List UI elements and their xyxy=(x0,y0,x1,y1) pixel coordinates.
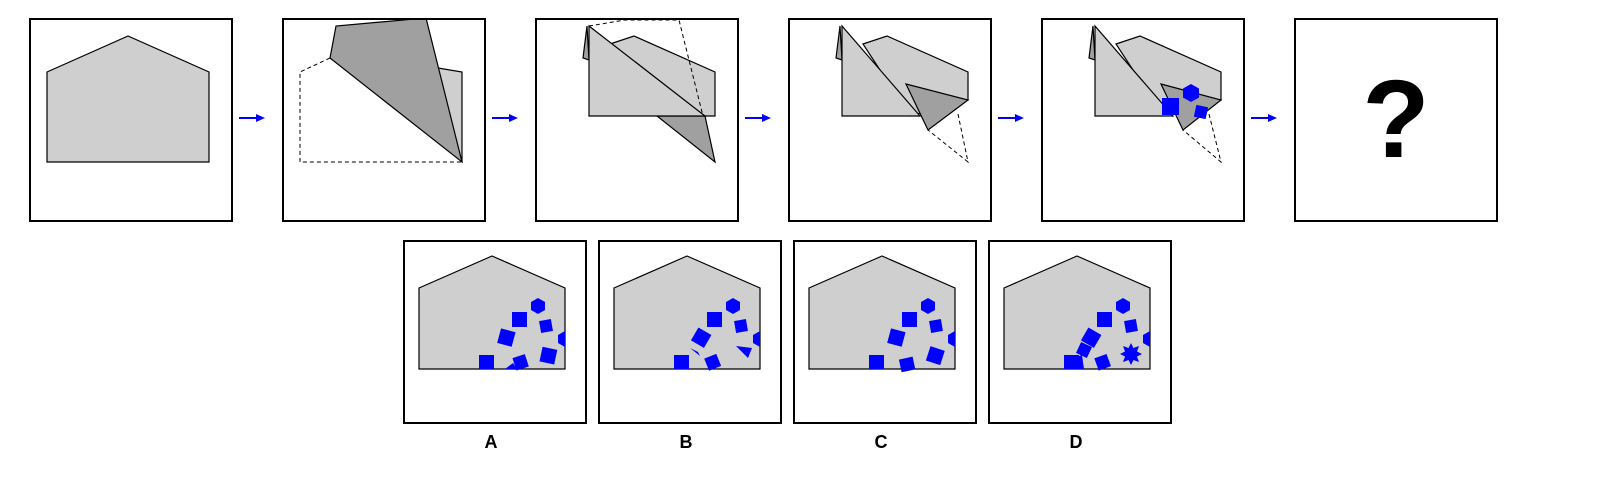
folded-flap xyxy=(588,24,707,117)
triangle-hole-clipped xyxy=(505,363,517,369)
hexagon-hole xyxy=(531,298,545,314)
step-2-panel xyxy=(282,18,486,222)
option-b-panel[interactable] xyxy=(598,240,782,424)
arrow-right-icon xyxy=(998,114,1024,122)
folded-corner xyxy=(904,83,970,131)
option-a-label: A xyxy=(484,432,498,452)
square-hole xyxy=(674,355,689,369)
hexagon-hole xyxy=(726,298,740,314)
square-hole xyxy=(479,355,494,369)
answer-placeholder-panel: ? xyxy=(1294,18,1498,222)
folded-flap xyxy=(329,20,464,164)
square-hole xyxy=(1064,355,1079,369)
question-mark: ? xyxy=(1362,58,1430,181)
step-3-panel xyxy=(535,18,739,222)
square-hole xyxy=(1094,353,1111,371)
square-hole xyxy=(539,346,558,365)
paper-dark-layer xyxy=(655,115,716,164)
square-hole xyxy=(869,355,884,369)
option-d-label: D xyxy=(1069,432,1083,452)
option-d-figure xyxy=(1003,255,1151,371)
square-hole xyxy=(1080,327,1102,348)
option-a-figure xyxy=(418,255,566,371)
unfolded-paper xyxy=(808,255,956,370)
star-hole xyxy=(1120,343,1142,365)
step-5-figure xyxy=(1088,24,1223,164)
folded-flap xyxy=(841,24,922,117)
triangle-hole xyxy=(690,348,700,356)
holes-pattern xyxy=(869,298,955,373)
option-c-figure xyxy=(808,255,956,373)
arrow-right-icon xyxy=(492,114,518,122)
triangle-hole xyxy=(736,346,752,358)
step-4-panel xyxy=(788,18,992,222)
square-hole xyxy=(925,346,945,366)
punched-small-square-hole xyxy=(1193,104,1209,120)
option-d-panel[interactable] xyxy=(988,240,1172,424)
arrow-right-icon xyxy=(745,114,771,122)
step-1-panel xyxy=(29,18,233,222)
paper-sheet xyxy=(46,35,210,163)
square-hole xyxy=(690,327,712,348)
previous-outline-dashed xyxy=(1182,113,1222,164)
arrow-right-icon xyxy=(239,114,265,122)
hexagon-hole-clipped xyxy=(753,331,760,347)
step-1-figure xyxy=(46,35,210,163)
square-hole xyxy=(929,319,943,333)
step-5-panel xyxy=(1041,18,1245,222)
unfolded-paper xyxy=(418,255,566,370)
square-hole xyxy=(1124,319,1138,333)
punched-square-hole xyxy=(1162,98,1179,115)
square-hole xyxy=(497,328,516,347)
step-2-figure xyxy=(299,20,464,164)
folded-flap-top xyxy=(1088,25,1096,61)
holes-pattern xyxy=(479,298,565,371)
step-3-figure xyxy=(582,20,716,164)
original-outline-dashed xyxy=(299,57,462,163)
option-c-panel[interactable] xyxy=(793,240,977,424)
previous-outline-dashed xyxy=(927,113,969,164)
square-hole xyxy=(704,353,722,371)
square-hole xyxy=(512,354,529,371)
unfolded-paper xyxy=(1003,255,1151,370)
hexagon-hole-clipped xyxy=(1143,331,1150,347)
holes-pattern xyxy=(674,298,760,371)
folded-flap xyxy=(1094,24,1175,117)
square-hole xyxy=(512,312,527,327)
square-hole-clipped xyxy=(1076,355,1084,369)
square-hole xyxy=(539,319,553,333)
hexagon-hole xyxy=(1116,298,1130,314)
hexagon-hole-clipped xyxy=(558,331,565,347)
square-hole xyxy=(902,312,917,327)
option-c-label: C xyxy=(874,432,888,452)
arrow-right-icon xyxy=(1251,114,1277,122)
folded-flap-top xyxy=(835,25,843,61)
folded-flap-top xyxy=(582,25,590,61)
unfolded-paper xyxy=(613,255,761,370)
square-hole xyxy=(887,328,906,347)
square-hole xyxy=(1076,342,1092,358)
punched-hexagon-hole xyxy=(1183,84,1199,102)
square-hole xyxy=(1097,312,1112,327)
hexagon-hole xyxy=(921,298,935,314)
option-a-panel[interactable] xyxy=(403,240,587,424)
option-b-figure xyxy=(613,255,761,371)
hexagon-hole-clipped xyxy=(948,331,955,347)
square-hole xyxy=(707,312,722,327)
step-4-figure xyxy=(835,24,970,164)
holes-pattern xyxy=(1064,298,1150,371)
option-b-label: B xyxy=(679,432,693,452)
square-hole xyxy=(898,356,916,373)
square-hole xyxy=(734,319,748,333)
